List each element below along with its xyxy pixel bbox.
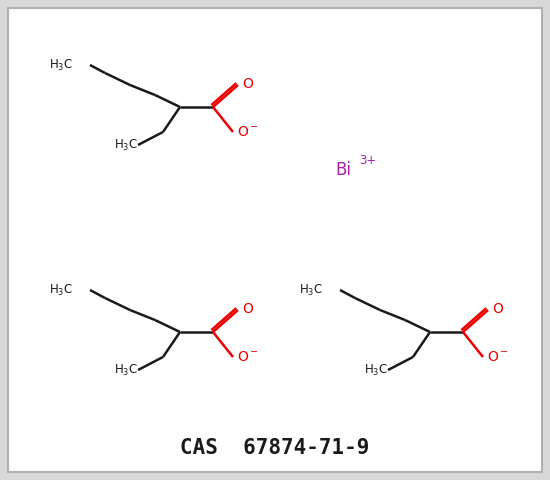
Text: O: O	[492, 302, 503, 316]
Text: 3+: 3+	[359, 155, 376, 168]
FancyBboxPatch shape	[8, 8, 542, 472]
Text: H$_3$C: H$_3$C	[114, 137, 138, 153]
Text: O$^-$: O$^-$	[237, 125, 259, 139]
Text: H$_3$C: H$_3$C	[364, 362, 388, 378]
Text: H$_3$C: H$_3$C	[114, 362, 138, 378]
Text: CAS  67874-71-9: CAS 67874-71-9	[180, 438, 370, 458]
Text: H$_3$C: H$_3$C	[299, 282, 323, 298]
Text: H$_3$C: H$_3$C	[49, 58, 73, 72]
Text: H$_3$C: H$_3$C	[49, 282, 73, 298]
Text: O: O	[242, 77, 253, 91]
Text: O: O	[242, 302, 253, 316]
Text: O$^-$: O$^-$	[487, 350, 509, 364]
Text: O$^-$: O$^-$	[237, 350, 259, 364]
Text: Bi: Bi	[335, 161, 351, 179]
